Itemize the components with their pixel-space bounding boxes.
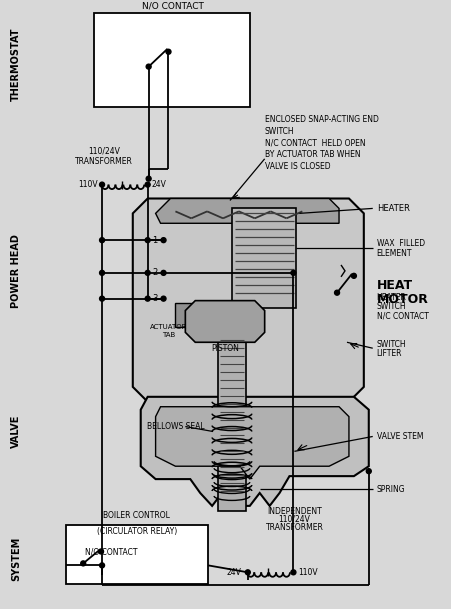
Text: N/C CONTACT: N/C CONTACT (377, 311, 428, 320)
Text: 3: 3 (152, 294, 157, 303)
Text: 110/24V: 110/24V (278, 515, 310, 524)
Text: HEAT: HEAT (377, 280, 413, 292)
Circle shape (145, 182, 150, 187)
Circle shape (161, 296, 166, 301)
Bar (66, 525, 208, 584)
Circle shape (351, 273, 356, 278)
Text: 24V: 24V (152, 180, 166, 189)
Text: HEATER: HEATER (377, 293, 407, 302)
Text: BY ACTUATOR TAB WHEN: BY ACTUATOR TAB WHEN (265, 150, 360, 160)
Text: THERMOSTAT: THERMOSTAT (11, 28, 21, 101)
Circle shape (291, 270, 296, 275)
Text: 24V: 24V (227, 568, 242, 577)
Text: SWITCH: SWITCH (377, 340, 406, 349)
Polygon shape (141, 397, 369, 506)
Circle shape (100, 563, 105, 568)
Text: HEATER: HEATER (377, 204, 410, 213)
Text: 110/24V
TRANSFORMER: 110/24V TRANSFORMER (75, 146, 133, 166)
Bar (175, 303, 215, 328)
Text: SYSTEM: SYSTEM (11, 537, 21, 580)
Text: SWITCH: SWITCH (265, 127, 295, 136)
Text: POWER HEAD: POWER HEAD (11, 234, 21, 308)
Circle shape (81, 561, 86, 566)
Circle shape (166, 49, 171, 54)
Circle shape (146, 64, 151, 69)
Text: (CIRCULATOR RELAY): (CIRCULATOR RELAY) (97, 527, 177, 536)
Polygon shape (185, 301, 265, 342)
Text: 110V: 110V (78, 180, 98, 189)
Circle shape (335, 290, 340, 295)
Text: ACTUATOR: ACTUATOR (150, 325, 187, 331)
Circle shape (100, 182, 105, 187)
Circle shape (245, 570, 250, 575)
Text: TRANSFORMER: TRANSFORMER (266, 523, 323, 532)
Circle shape (100, 296, 105, 301)
Text: INDEPENDENT: INDEPENDENT (267, 507, 322, 516)
Text: TAB: TAB (162, 333, 175, 339)
Circle shape (161, 238, 166, 242)
Polygon shape (133, 199, 364, 402)
Text: ELEMENT: ELEMENT (377, 248, 412, 258)
Text: 110V: 110V (299, 568, 318, 577)
Polygon shape (156, 199, 339, 224)
Circle shape (366, 469, 371, 474)
Circle shape (145, 270, 150, 275)
Text: MOTOR: MOTOR (377, 293, 428, 306)
Text: SWITCH: SWITCH (377, 302, 406, 311)
Text: SPRING: SPRING (377, 485, 405, 493)
Text: 1: 1 (152, 236, 157, 245)
Bar (232, 208, 296, 308)
Text: ENCLOSED SNAP-ACTING END: ENCLOSED SNAP-ACTING END (265, 114, 378, 124)
Text: LIFTER: LIFTER (377, 349, 402, 357)
Circle shape (99, 549, 104, 554)
Text: 2: 2 (152, 269, 157, 277)
Text: VALVE: VALVE (11, 415, 21, 448)
Text: BELLOWS SEAL: BELLOWS SEAL (147, 422, 204, 431)
Bar (218, 333, 246, 511)
Polygon shape (156, 407, 349, 479)
Circle shape (100, 238, 105, 242)
Text: N/O CONTACT: N/O CONTACT (85, 548, 137, 557)
Circle shape (145, 238, 150, 242)
Text: WAX  FILLED: WAX FILLED (377, 239, 425, 248)
Text: BOILER CONTROL: BOILER CONTROL (103, 511, 170, 519)
Circle shape (145, 296, 150, 301)
Text: N/O CONTACT: N/O CONTACT (142, 1, 203, 10)
Circle shape (146, 176, 151, 181)
Text: VALVE STEM: VALVE STEM (377, 432, 423, 441)
Text: N/C CONTACT  HELD OPEN: N/C CONTACT HELD OPEN (265, 138, 365, 147)
Circle shape (100, 270, 105, 275)
Bar (94, 13, 250, 107)
Text: VALVE IS CLOSED: VALVE IS CLOSED (265, 162, 330, 171)
Text: PISTON: PISTON (211, 344, 239, 353)
Circle shape (291, 570, 296, 575)
Circle shape (161, 270, 166, 275)
